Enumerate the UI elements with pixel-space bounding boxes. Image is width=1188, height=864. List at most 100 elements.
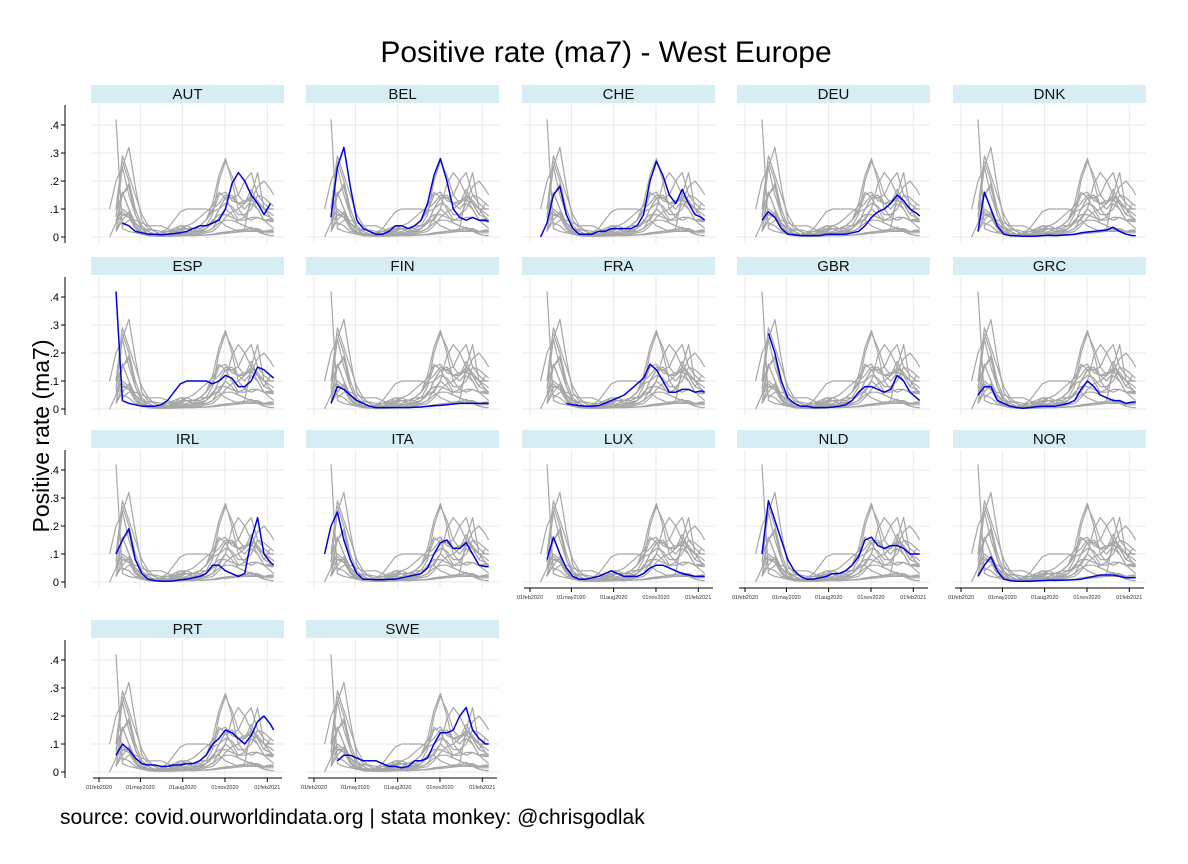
background-series-line bbox=[330, 119, 490, 235]
background-series-line bbox=[546, 352, 706, 404]
x-tick-label: 01feb2020 bbox=[517, 595, 543, 601]
y-tick-label: 0 bbox=[53, 232, 59, 244]
x-tick-label: 01feb2020 bbox=[732, 595, 758, 601]
x-tick-label: 01feb2021 bbox=[900, 595, 926, 601]
panel-header bbox=[91, 430, 284, 448]
y-tick-label: .2 bbox=[50, 711, 59, 723]
background-series-line bbox=[115, 746, 274, 772]
panels-group: AUT 0 .1 .2 .3 .4 BEL CHE DEU DNK ESP 0 .1 .2 .3 .4 FIN F… bbox=[50, 85, 1146, 791]
panel-label: DNK bbox=[1034, 86, 1066, 103]
panel-header bbox=[306, 620, 499, 638]
background-series-line bbox=[553, 344, 705, 406]
x-tick-label: 01aug2020 bbox=[600, 595, 628, 601]
y-tick-label: .3 bbox=[50, 320, 59, 332]
panel-label: SWE bbox=[385, 621, 419, 638]
x-tick-label: 01may2020 bbox=[126, 785, 155, 791]
series-line-esp bbox=[115, 291, 275, 407]
background-series-line bbox=[115, 119, 275, 235]
x-tick-label: 01aug2020 bbox=[815, 595, 843, 601]
panel-header bbox=[306, 257, 499, 275]
series-line-prt bbox=[115, 715, 275, 768]
background-series-line bbox=[337, 517, 489, 579]
background-series-line bbox=[546, 211, 705, 237]
panel-header bbox=[522, 85, 715, 103]
x-tick-label: 01nov2020 bbox=[642, 595, 669, 601]
background-series-line bbox=[761, 464, 921, 580]
series-line-nld bbox=[761, 500, 920, 580]
x-tick-label: 01aug2020 bbox=[1031, 595, 1059, 601]
panel-header bbox=[522, 257, 715, 275]
background-series-line bbox=[546, 363, 705, 407]
x-tick-label: 01may2020 bbox=[557, 595, 586, 601]
y-tick-label: .4 bbox=[50, 465, 59, 477]
x-tick-label: 01may2020 bbox=[772, 595, 801, 601]
background-series-line bbox=[977, 291, 1137, 407]
panel-aut: AUT 0 .1 .2 .3 .4 bbox=[50, 85, 284, 244]
background-series-line bbox=[546, 525, 706, 577]
background-series-line bbox=[115, 654, 275, 770]
background-series-line bbox=[977, 383, 1136, 409]
y-tick-label: .2 bbox=[50, 521, 59, 533]
panel-ita: ITA bbox=[306, 430, 499, 588]
y-tick-label: .3 bbox=[50, 493, 59, 505]
y-tick-label: .2 bbox=[50, 176, 59, 188]
background-series-line bbox=[330, 211, 489, 237]
background-series-line bbox=[761, 291, 921, 407]
background-series-line bbox=[115, 191, 274, 235]
source-note: source: covid.ourworldindata.org | stata… bbox=[60, 806, 645, 829]
panel-swe: SWE 01feb2020 01may2020 01aug2020 01nov2020 0… bbox=[301, 620, 499, 791]
background-series-line bbox=[761, 556, 920, 582]
background-series-line bbox=[546, 383, 705, 409]
background-series-line bbox=[977, 536, 1136, 580]
x-tick-label: 01may2020 bbox=[341, 785, 370, 791]
background-series-line bbox=[553, 517, 705, 579]
background-series-line bbox=[330, 291, 490, 407]
x-tick-label: 01aug2020 bbox=[384, 785, 412, 791]
panel-header bbox=[737, 257, 930, 275]
panel-deu: DEU bbox=[737, 85, 930, 243]
panel-prt: PRT 0 .1 .2 .3 .4 01feb2020 01may2020 01aug2020 0… bbox=[50, 620, 284, 791]
background-series-line bbox=[546, 291, 706, 407]
x-tick-label: 01feb2021 bbox=[1116, 595, 1142, 601]
panel-dnk: DNK bbox=[953, 85, 1146, 243]
background-series-line bbox=[768, 344, 920, 406]
background-series-line bbox=[115, 363, 274, 407]
panel-label: AUT bbox=[173, 86, 203, 103]
background-series-line bbox=[768, 172, 920, 234]
x-tick-label: 01may2020 bbox=[988, 595, 1017, 601]
background-series-line bbox=[761, 180, 921, 232]
background-series-line bbox=[330, 746, 489, 772]
background-series-line bbox=[977, 119, 1137, 235]
background-series-line bbox=[761, 191, 920, 235]
panel-fin: FIN bbox=[306, 257, 499, 415]
y-tick-label: .4 bbox=[50, 655, 59, 667]
background-series-line bbox=[546, 191, 705, 235]
background-series-line bbox=[977, 464, 1137, 580]
background-series-line bbox=[115, 211, 274, 237]
panel-label: ESP bbox=[172, 258, 202, 275]
panel-header bbox=[953, 85, 1146, 103]
series-line-grc bbox=[977, 380, 1136, 409]
background-series-line bbox=[546, 464, 706, 580]
panel-label: LUX bbox=[604, 431, 633, 448]
panel-label: CHE bbox=[603, 86, 635, 103]
panel-label: GRC bbox=[1033, 258, 1067, 275]
background-series-line bbox=[977, 525, 1137, 577]
y-tick-label: .1 bbox=[50, 739, 59, 751]
panel-header bbox=[953, 257, 1146, 275]
x-tick-label: 01feb2020 bbox=[948, 595, 974, 601]
y-tick-label: .1 bbox=[50, 376, 59, 388]
panel-bel: BEL bbox=[306, 85, 499, 243]
background-series-line bbox=[115, 556, 274, 582]
panel-label: NOR bbox=[1033, 431, 1067, 448]
panel-label: PRT bbox=[173, 621, 203, 638]
background-series-line bbox=[330, 556, 489, 582]
background-series-line bbox=[761, 119, 921, 235]
background-series-line bbox=[977, 180, 1137, 232]
background-series-line bbox=[761, 363, 920, 407]
x-tick-label: 01nov2020 bbox=[857, 595, 884, 601]
panel-che: CHE bbox=[522, 85, 715, 243]
background-series-line bbox=[984, 344, 1136, 406]
panel-gbr: GBR bbox=[737, 257, 930, 415]
